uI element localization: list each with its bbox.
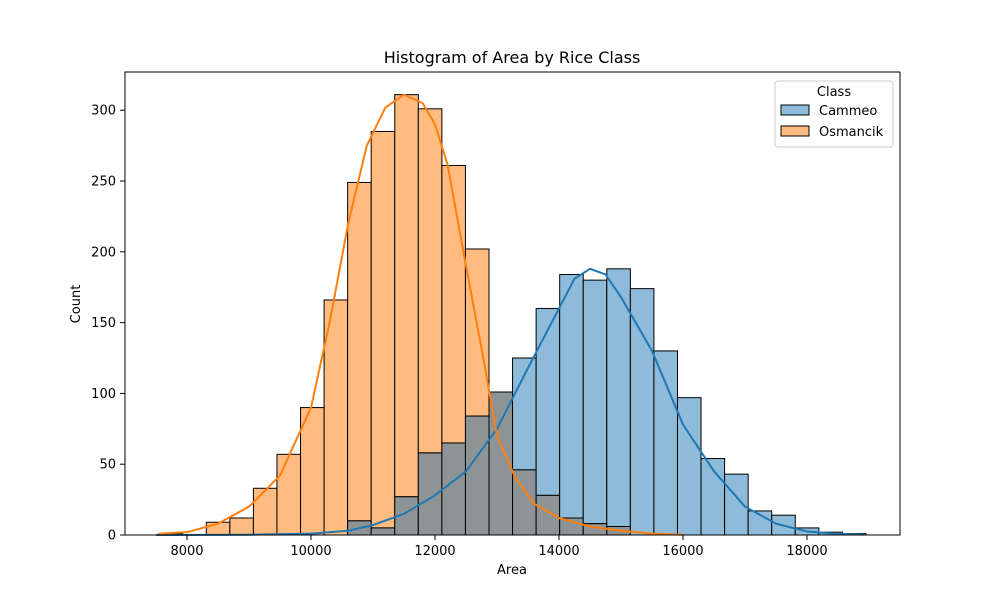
bar-osmancik bbox=[394, 94, 419, 498]
kde-layer bbox=[155, 93, 863, 536]
bar-osmancik bbox=[441, 164, 466, 444]
bar-osmancik bbox=[417, 108, 443, 454]
bar-overlap bbox=[370, 527, 396, 536]
bar-cammeo bbox=[629, 288, 655, 536]
bar-overlap bbox=[464, 415, 490, 536]
bar-cammeo bbox=[582, 279, 608, 525]
x-tick-label: 10000 bbox=[290, 544, 331, 559]
legend-label-cammeo: Cammeo bbox=[819, 104, 877, 119]
chart-title: Histogram of Area by Rice Class bbox=[384, 48, 641, 67]
y-tick-label: 50 bbox=[99, 458, 116, 473]
bar-cammeo bbox=[653, 350, 678, 536]
y-tick-label: 250 bbox=[91, 175, 116, 190]
kde-line-cammeo bbox=[155, 267, 863, 536]
bar-cammeo bbox=[559, 273, 584, 519]
x-tick-label: 12000 bbox=[414, 544, 455, 559]
y-tick-label: 100 bbox=[91, 387, 116, 402]
legend-swatch-cammeo bbox=[780, 104, 810, 116]
y-tick-label: 300 bbox=[91, 104, 116, 119]
legend-label-osmancik: Osmancik bbox=[819, 125, 884, 140]
x-tick-label: 14000 bbox=[538, 544, 579, 559]
x-tick-label: 18000 bbox=[786, 544, 827, 559]
bar-overlap bbox=[535, 494, 561, 536]
x-axis-title: Area bbox=[497, 563, 527, 578]
x-axis: 8000 10000 12000 14000 16000 18000 bbox=[170, 535, 828, 559]
legend-swatch-osmancik bbox=[780, 125, 810, 137]
y-tick-label: 200 bbox=[91, 245, 116, 260]
y-tick-label: 0 bbox=[108, 529, 116, 544]
bars-layer bbox=[158, 94, 867, 536]
bar-osmancik bbox=[300, 407, 325, 536]
bar-osmancik bbox=[276, 453, 302, 536]
bar-cammeo bbox=[724, 473, 749, 536]
bar-osmancik bbox=[252, 487, 278, 536]
legend-title: Class bbox=[817, 85, 851, 100]
y-axis: 0 50 100 150 200 250 300 bbox=[91, 104, 125, 544]
bar-osmancik bbox=[370, 130, 396, 529]
bar-overlap bbox=[441, 442, 466, 536]
kde-line-osmancik bbox=[159, 93, 684, 536]
x-tick-label: 16000 bbox=[662, 544, 703, 559]
x-tick-label: 8000 bbox=[170, 544, 203, 559]
y-axis-title: Count bbox=[69, 285, 84, 324]
bar-osmancik bbox=[229, 517, 254, 536]
bar-osmancik bbox=[347, 181, 372, 522]
y-tick-label: 150 bbox=[91, 316, 116, 331]
plot-frame bbox=[124, 71, 901, 536]
bar-cammeo bbox=[535, 307, 561, 496]
legend: Class Cammeo Osmancik bbox=[774, 80, 894, 148]
bar-osmancik bbox=[464, 248, 490, 417]
